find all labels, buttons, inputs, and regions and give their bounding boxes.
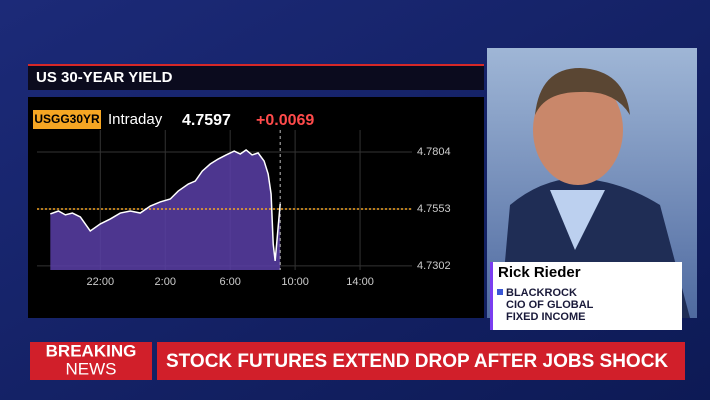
shirt <box>550 190 605 250</box>
y-tick-label: 4.7553 <box>417 203 451 215</box>
last-value: 4.7597 <box>182 112 231 129</box>
guest-name: Rick Rieder <box>498 264 581 281</box>
headline-bar <box>157 342 685 380</box>
affiliation: FIXED INCOME <box>506 311 585 323</box>
line <box>50 149 281 262</box>
name-card <box>490 262 682 330</box>
change: +0.0069 <box>256 112 314 129</box>
title-accent <box>28 64 484 66</box>
x-tick-label: 14:00 <box>346 276 374 288</box>
affiliation: CIO OF GLOBAL <box>506 299 594 311</box>
bullet <box>497 289 503 295</box>
x-tick-label: 22:00 <box>87 276 115 288</box>
area <box>50 149 281 270</box>
y-tick-label: 4.7302 <box>417 260 451 272</box>
x-tick-label: 10:00 <box>281 276 309 288</box>
ticker: USGG30YR <box>34 112 100 126</box>
headline: STOCK FUTURES EXTEND DROP AFTER JOBS SHO… <box>166 351 668 372</box>
y-tick-label: 4.7804 <box>417 146 451 158</box>
breaking-label: BREAKING <box>46 341 137 360</box>
plot: 4.7302 4.7553 4.7804 22:00 2:00 6:00 10:00 14:0… <box>37 130 451 288</box>
x-tick-label: 2:00 <box>155 276 176 288</box>
breaking-box <box>30 342 152 380</box>
hair <box>535 68 630 115</box>
face <box>533 75 623 185</box>
chart-title: US 30-YEAR YIELD <box>36 69 173 86</box>
ticker-box <box>33 110 101 129</box>
breaking-label: NEWS <box>66 359 117 378</box>
x-tick-label: 6:00 <box>219 276 240 288</box>
interval: Intraday <box>108 111 163 128</box>
chart-title-bar <box>28 64 484 90</box>
affiliation: BLACKROCK <box>506 287 577 299</box>
card-accent <box>490 262 493 330</box>
